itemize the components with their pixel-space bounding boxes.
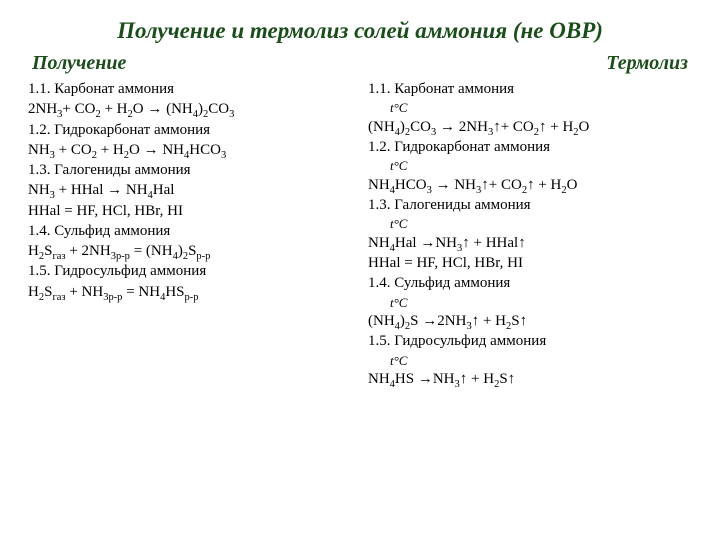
t: ↑ + H — [527, 177, 561, 193]
t: H — [28, 243, 39, 259]
t: O — [567, 177, 578, 193]
t: Hal →NH — [395, 235, 457, 251]
t: NH — [368, 177, 390, 193]
l-eq5: H2Sгаз + NH3р-р = NH4HSр-р — [28, 282, 352, 302]
t: (NH — [368, 313, 395, 329]
l-h3: 1.3. Галогениды аммония — [28, 160, 352, 180]
t: NH — [368, 235, 390, 251]
t: ↑+ CO — [493, 119, 534, 135]
r-eq3def: НHal = HF, HCl, HBr, HI — [368, 253, 692, 273]
t: + CO — [55, 142, 92, 158]
t: O → (NH — [133, 101, 193, 117]
s: 3 — [229, 109, 234, 120]
col-left: 1.1. Карбонат аммония 2NH3+ CO2 + H2O → … — [28, 79, 352, 389]
r-eq3: NH4Hal →NH3↑ + НHal↑ — [368, 233, 692, 253]
r-tc1: t°C — [368, 99, 692, 117]
t: HCO — [395, 177, 427, 193]
r-h3: 1.3. Галогениды аммония — [368, 195, 692, 215]
r-eq1: (NH4)2CO3 → 2NH3↑+ CO2↑ + H2O — [368, 117, 692, 137]
t: ↑ + H — [539, 119, 573, 135]
r-h2: 1.2. Гидрокарбонат аммония — [368, 137, 692, 157]
t: ↑ + НHal↑ — [462, 235, 525, 251]
r-tc4: t°C — [368, 294, 692, 312]
subheader-left: Получение — [32, 52, 126, 75]
t: S↑ — [511, 313, 527, 329]
l-eq3: NH3 + НHal → NH4Hal — [28, 180, 352, 200]
t: ↑+ CO — [481, 177, 522, 193]
r-eq4: (NH4)2S →2NH3↑ + H2S↑ — [368, 311, 692, 331]
t: + НHal → NH — [55, 182, 148, 198]
t: → 2NH — [436, 119, 488, 135]
l-eq4: H2Sгаз + 2NH3р-р = (NH4)2Sр-р — [28, 241, 352, 261]
t: + NH — [66, 284, 104, 300]
s: 3 — [221, 150, 226, 161]
l-h5: 1.5. Гидросульфид аммония — [28, 261, 352, 281]
l-eq3def: НHal = HF, HCl, HBr, HI — [28, 201, 352, 221]
t: + H — [101, 101, 128, 117]
l-h1: 1.1. Карбонат аммония — [28, 79, 352, 99]
main-title: Получение и термолиз солей аммония (не О… — [28, 18, 692, 44]
t: H — [28, 284, 39, 300]
r-tc2: t°C — [368, 157, 692, 175]
r-eq2: NH4HCO3 → NH3↑+ CO2↑ + H2O — [368, 175, 692, 195]
r-h5: 1.5. Гидросульфид аммония — [368, 331, 692, 351]
t: NH — [28, 142, 50, 158]
t: CO — [410, 119, 431, 135]
t: + 2NH — [66, 243, 111, 259]
t: ↑ + H — [472, 313, 506, 329]
s: 3р-р — [103, 292, 122, 303]
t: = NH — [122, 284, 160, 300]
t: NH — [368, 371, 390, 387]
subheader-row: Получение Термолиз — [32, 52, 688, 75]
t: ↑ + H — [460, 371, 494, 387]
s: р-р — [185, 292, 199, 303]
col-right: 1.1. Карбонат аммония t°C (NH4)2CO3 → 2N… — [368, 79, 692, 389]
r-h1: 1.1. Карбонат аммония — [368, 79, 692, 99]
t: НS →NH — [395, 371, 455, 387]
l-eq1: 2NH3+ CO2 + H2O → (NH4)2CO3 — [28, 99, 352, 119]
t: NH — [28, 182, 50, 198]
t: Hal — [153, 182, 175, 198]
t: = (NH — [130, 243, 173, 259]
t: HCO — [189, 142, 221, 158]
t: 2NH — [28, 101, 57, 117]
slide: Получение и термолиз солей аммония (не О… — [0, 0, 720, 540]
columns: 1.1. Карбонат аммония 2NH3+ CO2 + H2O → … — [28, 79, 692, 389]
t: O → NH — [129, 142, 184, 158]
l-h4: 1.4. Сульфид аммония — [28, 221, 352, 241]
s: газ — [52, 292, 65, 303]
r-tc5: t°C — [368, 352, 692, 370]
r-tc3: t°C — [368, 215, 692, 233]
t: (NH — [368, 119, 395, 135]
t: S →2NH — [410, 313, 466, 329]
t: CO — [208, 101, 229, 117]
r-eq5: NH4НS →NH3↑ + H2S↑ — [368, 369, 692, 389]
l-eq2: NH3 + CO2 + H2O → NH4HCO3 — [28, 140, 352, 160]
t: + H — [97, 142, 124, 158]
l-h2: 1.2. Гидрокарбонат аммония — [28, 120, 352, 140]
t: S↑ — [499, 371, 515, 387]
r-h4: 1.4. Сульфид аммония — [368, 273, 692, 293]
t: HS — [165, 284, 184, 300]
subheader-right: Термолиз — [606, 52, 688, 75]
t: → NH — [432, 177, 476, 193]
t: O — [579, 119, 590, 135]
t: + CO — [62, 101, 95, 117]
